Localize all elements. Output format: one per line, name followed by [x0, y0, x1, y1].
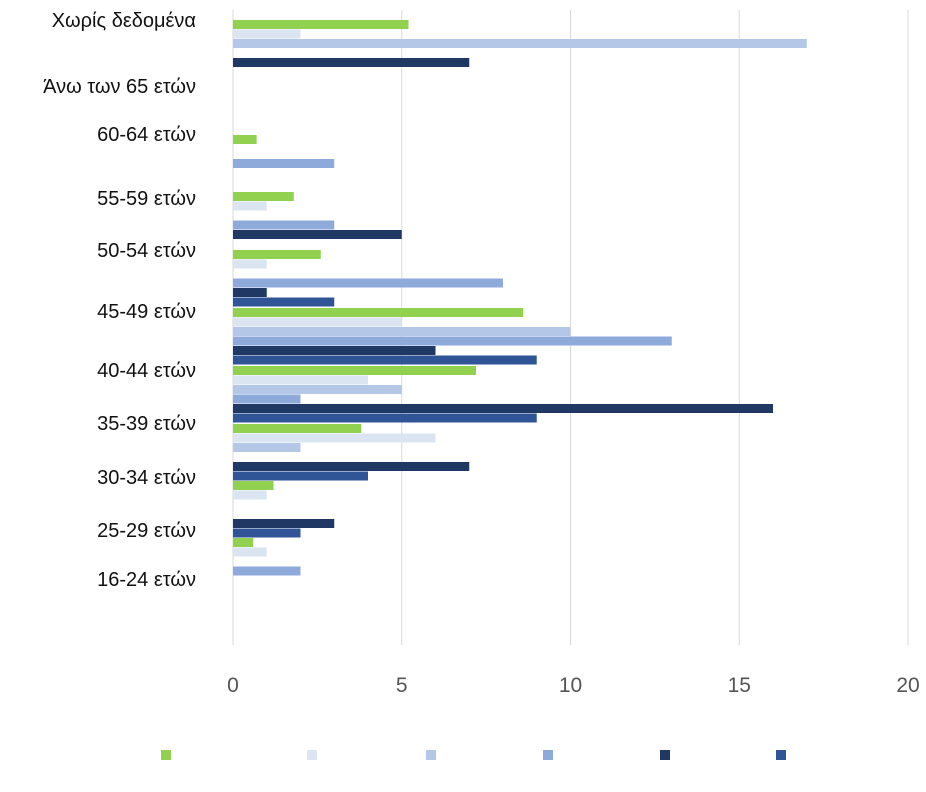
legend-marker [660, 750, 670, 760]
bar [233, 481, 274, 490]
bar [233, 135, 257, 144]
x-axis-ticks: 0 5 10 15 20 [227, 674, 920, 697]
legend-marker [543, 750, 553, 760]
bar [233, 424, 362, 433]
bar [233, 58, 470, 67]
category-label: Άνω των 65 ετών [43, 76, 196, 98]
x-tick-label: 15 [728, 674, 751, 697]
x-tick-label: 5 [396, 674, 408, 697]
bar [233, 538, 254, 547]
legend-marker [426, 750, 436, 760]
bar [233, 433, 436, 443]
bar [233, 317, 402, 327]
legend-marker [161, 750, 171, 760]
bar [233, 385, 402, 394]
category-label: 60-64 ετών [97, 124, 196, 146]
bar [233, 413, 537, 423]
bar [233, 336, 672, 346]
bar [233, 39, 807, 48]
bar [233, 443, 301, 452]
bar [233, 159, 335, 168]
category-label: 50-54 ετών [97, 240, 196, 262]
bar [233, 366, 476, 375]
category-label: Χωρίς δεδομένα [52, 10, 196, 32]
category-label: 35-39 ετών [97, 413, 196, 435]
category-label: 25-29 ετών [97, 520, 196, 542]
bar [233, 519, 335, 528]
category-label: 30-34 ετών [97, 467, 196, 489]
bar [233, 230, 402, 239]
x-tick-label: 20 [896, 674, 919, 697]
category-label: 55-59 ετών [97, 188, 196, 210]
bar [233, 528, 301, 538]
category-label: 40-44 ετών [97, 360, 196, 382]
bar [233, 346, 436, 355]
bar [233, 462, 470, 471]
bar [233, 566, 301, 576]
bar [233, 250, 321, 259]
legend-marker [307, 750, 317, 760]
category-labels: Χωρίς δεδομένα Άνω των 65 ετών 60-64 ετών 5… [43, 10, 196, 591]
bar [233, 278, 503, 288]
bar [233, 288, 267, 297]
x-tick-label: 10 [559, 674, 582, 697]
bar [233, 490, 267, 500]
bar [233, 355, 537, 365]
x-tick-label: 0 [227, 674, 239, 697]
bar [233, 327, 571, 336]
category-label: 45-49 ετών [97, 301, 196, 323]
bar [233, 201, 267, 211]
bar [233, 547, 267, 557]
bar [233, 192, 294, 201]
bar [233, 404, 773, 413]
bar [233, 297, 335, 307]
bar [233, 394, 301, 404]
bar [233, 29, 301, 39]
bar [233, 259, 267, 269]
legend-marker [776, 750, 786, 760]
bar [233, 20, 409, 29]
bar [233, 471, 368, 481]
legend [161, 750, 786, 760]
bar [233, 375, 368, 385]
bars [233, 20, 807, 576]
bar [233, 308, 524, 317]
category-label: 16-24 ετών [97, 569, 196, 591]
bar [233, 220, 335, 230]
